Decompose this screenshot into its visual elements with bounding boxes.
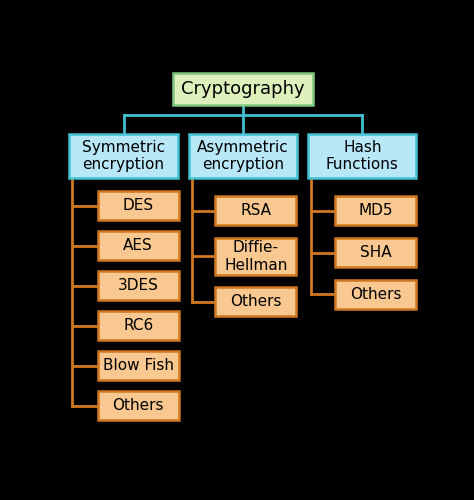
FancyBboxPatch shape	[336, 238, 416, 267]
FancyBboxPatch shape	[98, 352, 179, 380]
FancyBboxPatch shape	[215, 288, 296, 316]
Text: Hash
Functions: Hash Functions	[326, 140, 399, 172]
Text: 3DES: 3DES	[118, 278, 159, 293]
FancyBboxPatch shape	[69, 134, 178, 178]
FancyBboxPatch shape	[98, 191, 179, 220]
Text: Diffie-
Hellman: Diffie- Hellman	[224, 240, 287, 272]
FancyBboxPatch shape	[98, 311, 179, 340]
Text: RC6: RC6	[123, 318, 154, 333]
FancyBboxPatch shape	[308, 134, 417, 178]
FancyBboxPatch shape	[173, 72, 313, 105]
Text: MD5: MD5	[359, 204, 393, 218]
FancyBboxPatch shape	[215, 238, 296, 275]
Text: Asymmetric
encryption: Asymmetric encryption	[197, 140, 289, 172]
Text: RSA: RSA	[240, 204, 271, 218]
FancyBboxPatch shape	[98, 271, 179, 300]
Text: SHA: SHA	[360, 245, 392, 260]
Text: Cryptography: Cryptography	[181, 80, 305, 98]
Text: Symmetric
encryption: Symmetric encryption	[82, 140, 165, 172]
Text: DES: DES	[123, 198, 154, 213]
FancyBboxPatch shape	[336, 280, 416, 308]
Text: AES: AES	[123, 238, 153, 253]
Text: Others: Others	[230, 294, 282, 310]
FancyBboxPatch shape	[98, 392, 179, 420]
Text: Blow Fish: Blow Fish	[103, 358, 174, 373]
Text: Others: Others	[112, 398, 164, 413]
FancyBboxPatch shape	[98, 231, 179, 260]
FancyBboxPatch shape	[336, 196, 416, 226]
Text: Others: Others	[350, 286, 401, 302]
FancyBboxPatch shape	[189, 134, 297, 178]
FancyBboxPatch shape	[215, 196, 296, 226]
